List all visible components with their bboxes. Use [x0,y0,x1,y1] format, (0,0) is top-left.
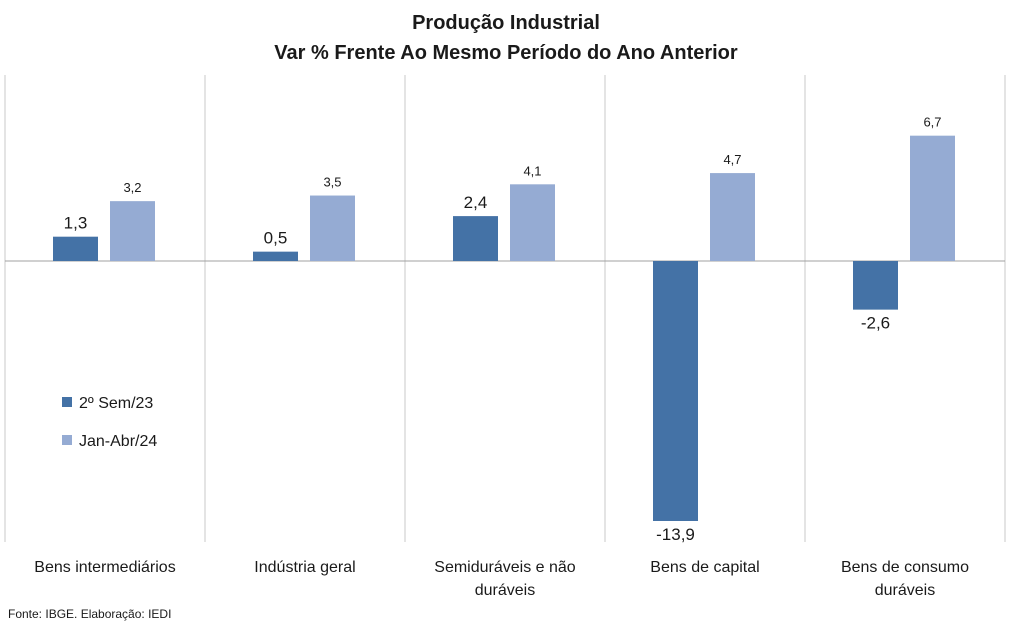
category-label: Bens de consumo [841,559,969,576]
bar [453,216,498,261]
category-label: Semiduráveis e não [434,559,576,576]
data-label: 4,7 [723,152,741,167]
legend-label: Jan-Abr/24 [79,433,157,450]
category-label: Bens intermediários [34,559,175,576]
legend-swatch [62,397,72,407]
bar [710,173,755,261]
data-label: -13,9 [656,525,695,544]
legend-label: 2º Sem/23 [79,395,153,412]
category-label: duráveis [475,582,535,599]
data-label: 6,7 [923,115,941,130]
bar [53,236,98,261]
bar [110,201,155,261]
category-label: Bens de capital [650,559,759,576]
bar [510,184,555,261]
category-label: duráveis [875,582,935,599]
legend-swatch [62,435,72,445]
data-label: 3,5 [323,175,341,190]
bar [310,195,355,261]
data-label: 1,3 [64,214,88,233]
source-note: Fonte: IBGE. Elaboração: IEDI [8,607,172,621]
bar [853,261,898,310]
chart-subtitle: Var % Frente Ao Mesmo Período do Ano Ant… [274,42,738,64]
data-label: 4,1 [523,163,541,178]
bar [910,135,955,261]
data-label: 0,5 [264,229,288,248]
data-label: 2,4 [464,193,488,212]
data-label: -2,6 [861,314,890,333]
chart-title: Produção Industrial [412,12,600,34]
bar [253,251,298,261]
data-label: 3,2 [123,180,141,195]
bar [653,261,698,521]
category-label: Indústria geral [254,559,355,576]
